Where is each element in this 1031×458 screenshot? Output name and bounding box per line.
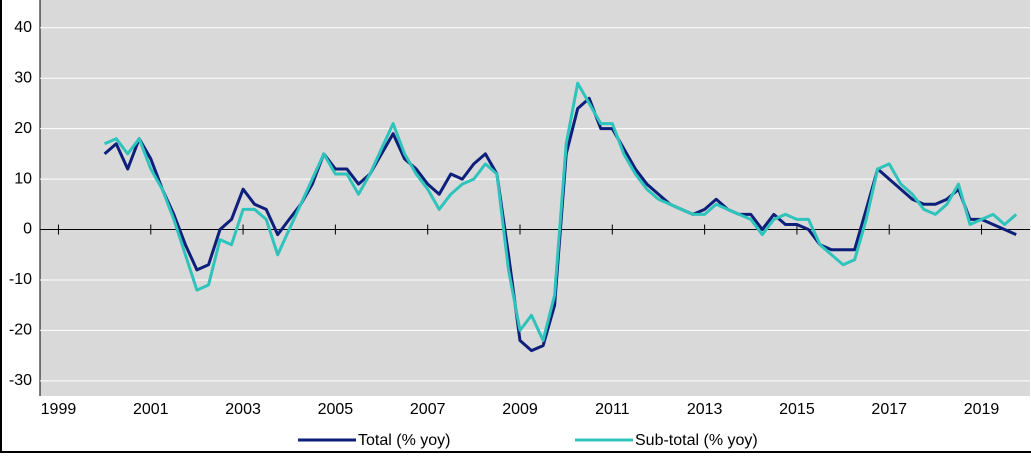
- y-tick-label: -20: [9, 322, 32, 339]
- y-tick-label: -30: [9, 372, 32, 389]
- series-line: [103, 81, 1018, 342]
- legend-label: Sub-total (% yoy): [635, 432, 758, 449]
- x-tick-label: 1999: [41, 401, 77, 418]
- y-tick-label: 10: [14, 170, 32, 187]
- y-tick-label: 20: [14, 120, 32, 137]
- x-tick-label: 2017: [871, 401, 907, 418]
- legend-label: Total (% yoy): [358, 432, 450, 449]
- plot-area: [40, 0, 1030, 396]
- x-tick-label: 2005: [318, 401, 354, 418]
- x-tick-label: 2013: [687, 401, 723, 418]
- y-tick-label: 40: [14, 19, 32, 36]
- x-tick-label: 2007: [410, 401, 446, 418]
- y-tick-label: -10: [9, 271, 32, 288]
- x-tick-label: 2001: [133, 401, 169, 418]
- x-tick-label: 2009: [502, 401, 538, 418]
- y-tick-label: 0: [23, 221, 32, 238]
- x-tick-label: 2019: [964, 401, 1000, 418]
- y-tick-label: 30: [14, 69, 32, 86]
- x-tick-label: 2003: [225, 401, 261, 418]
- x-tick-label: 2015: [779, 401, 815, 418]
- x-tick-label: 2011: [595, 401, 630, 418]
